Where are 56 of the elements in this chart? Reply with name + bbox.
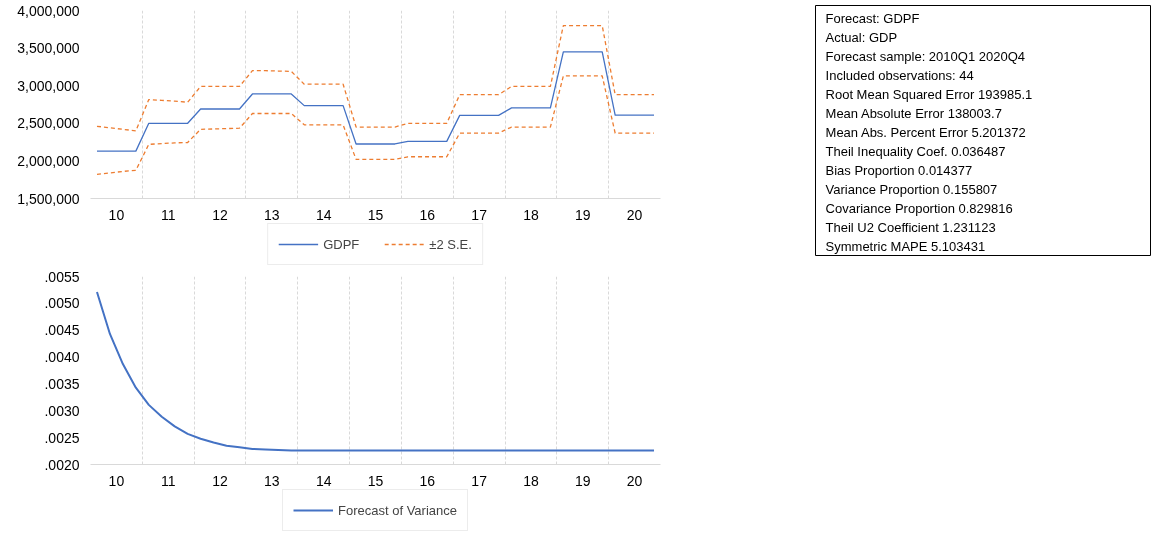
text: Forecast sample: 2010Q1 2020Q4 — [825, 49, 1025, 65]
text: Variance Proportion 0.155807 — [825, 181, 998, 197]
x-tick-label: 12 — [212, 206, 229, 223]
y-tick-label: .0055 — [44, 268, 80, 285]
x-tick-label: 13 — [264, 472, 280, 489]
y-tick-label: .0040 — [44, 349, 80, 366]
legend-label: Forecast of Variance — [338, 502, 457, 518]
y-tick-label: .0050 — [44, 295, 80, 312]
x-tick-label: 18 — [523, 472, 539, 489]
text: Bias Proportion 0.014377 — [825, 162, 973, 178]
y-tick-label: 1,500,000 — [17, 190, 80, 207]
x-tick-label: 20 — [626, 472, 643, 489]
text: Root Mean Squared Error 193985.1 — [825, 87, 1033, 103]
x-tick-label: 16 — [419, 472, 436, 489]
line-series — [96, 75, 655, 176]
line-series — [95, 291, 656, 452]
legend-label: GDPF — [323, 236, 360, 252]
x-tick-label: 11 — [160, 472, 176, 489]
y-tick-label: .0020 — [44, 456, 80, 473]
text: Mean Abs. Percent Error 5.201372 — [825, 124, 1026, 140]
text: Covariance Proportion 0.829816 — [825, 200, 1013, 216]
x-tick-label: 17 — [471, 472, 488, 489]
y-tick-label: 3,500,000 — [17, 40, 80, 57]
y-tick-label: .0025 — [44, 429, 80, 446]
x-tick-label: 17 — [471, 206, 488, 223]
x-tick-label: 15 — [367, 472, 384, 489]
x-tick-label: 10 — [108, 472, 125, 489]
x-tick-label: 15 — [367, 206, 384, 223]
line-series — [96, 51, 655, 152]
x-tick-label: 10 — [108, 206, 125, 223]
x-tick-label: 19 — [574, 472, 591, 489]
x-tick-label: 19 — [574, 206, 591, 223]
text: Symmetric MAPE 5.103431 — [825, 238, 986, 254]
x-tick-label: 14 — [315, 206, 332, 223]
x-tick-label: 16 — [419, 206, 436, 223]
y-tick-label: .0045 — [44, 322, 80, 339]
y-tick-label: .0030 — [44, 402, 80, 419]
text: Included observations: 44 — [825, 68, 974, 84]
text: Forecast: GDPF — [825, 11, 920, 27]
y-tick-label: 2,500,000 — [17, 115, 80, 132]
legend-label: ±2 S.E. — [429, 236, 472, 252]
text: Theil U2 Coefficient 1.231123 — [825, 219, 996, 235]
text: Theil Inequality Coef. 0.036487 — [825, 143, 1006, 159]
x-tick-label: 12 — [212, 472, 229, 489]
x-tick-label: 18 — [523, 206, 539, 223]
text: Mean Absolute Error 138003.7 — [825, 105, 1002, 121]
y-tick-label: .0035 — [44, 375, 80, 392]
text: Actual: GDP — [825, 30, 898, 46]
line-series — [96, 24, 655, 132]
x-tick-label: 11 — [160, 206, 176, 223]
x-tick-label: 20 — [626, 206, 643, 223]
y-tick-label: 2,000,000 — [17, 152, 80, 169]
x-tick-label: 13 — [264, 206, 280, 223]
y-tick-label: 4,000,000 — [17, 2, 80, 19]
y-tick-label: 3,000,000 — [17, 77, 80, 94]
x-tick-label: 14 — [315, 472, 332, 489]
